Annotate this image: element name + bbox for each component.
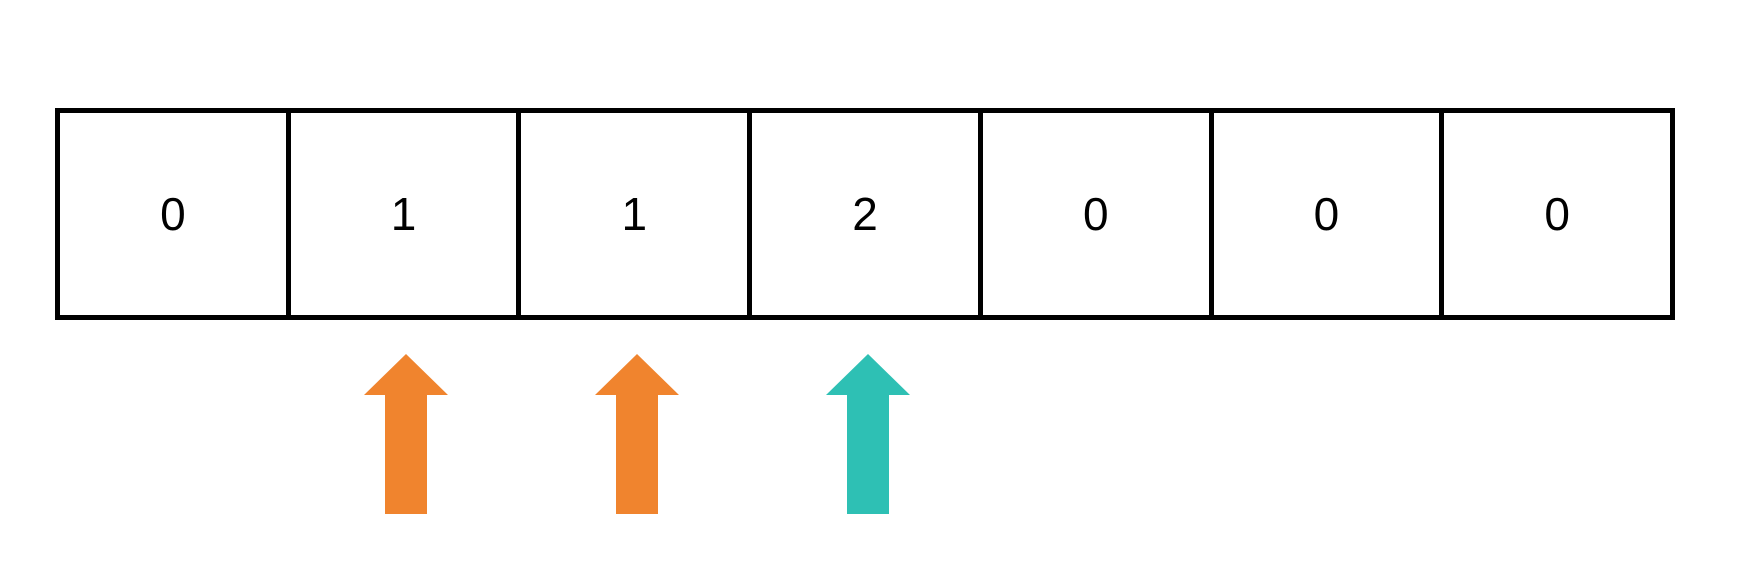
array-cell-3: 2 <box>752 113 983 315</box>
array-row: 0 1 1 2 0 0 0 <box>55 108 1675 320</box>
pointer-up-arrow-icon-1 <box>364 354 448 514</box>
array-cell-2: 1 <box>521 113 753 315</box>
pointer-up-arrow-icon-2 <box>595 354 679 514</box>
array-cell-5: 0 <box>1214 113 1445 315</box>
array-cell-4: 0 <box>983 113 1214 315</box>
pointer-up-arrow-icon-3 <box>826 354 910 514</box>
array-cell-0: 0 <box>60 113 291 315</box>
array-cell-6: 0 <box>1544 188 1570 240</box>
array-cell-1: 1 <box>291 113 522 315</box>
